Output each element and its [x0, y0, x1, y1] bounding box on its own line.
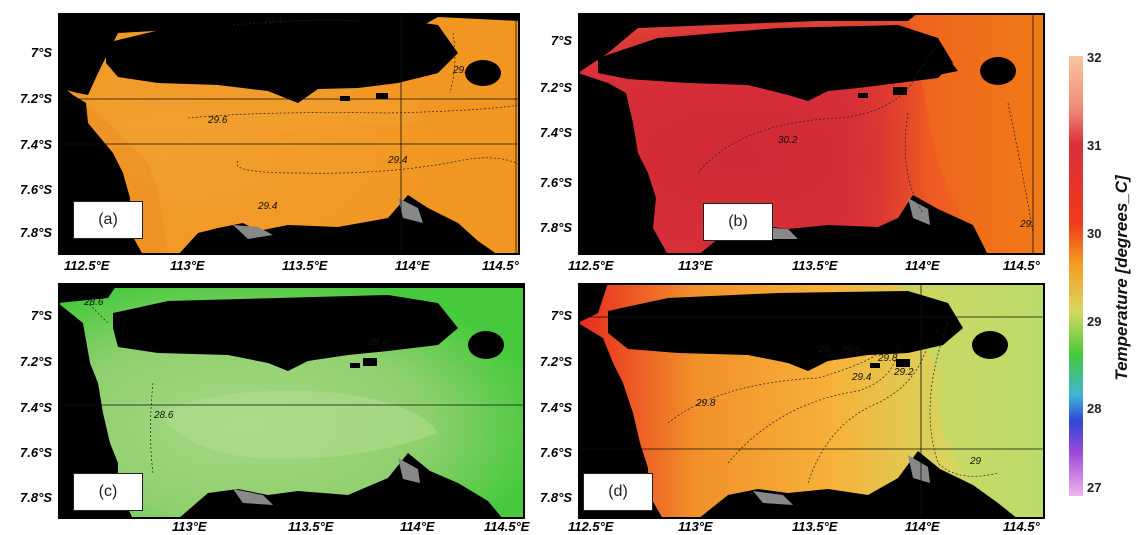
- map-panel-b: 30.2 29. (b): [578, 13, 1045, 255]
- lat-tick: 7.8°S: [20, 225, 52, 240]
- contour-label: 29.6: [452, 65, 473, 76]
- lat-tick: 7.6°S: [540, 175, 572, 190]
- lat-tick: 7.4°S: [20, 400, 52, 415]
- contour-label: 29.: [1019, 219, 1034, 230]
- panel-label-b: (b): [703, 203, 773, 241]
- contour-label: 29.: [817, 344, 832, 355]
- lon-tick: 113.5°E: [792, 258, 838, 273]
- contour-label: 29: [969, 456, 982, 467]
- contour-label: 28.6: [153, 410, 174, 421]
- lat-tick: 7.8°S: [20, 490, 52, 505]
- lon-tick: 114.5°: [1003, 519, 1040, 534]
- lon-tick: 114°E: [400, 519, 435, 534]
- map-panel-c: 28.6 28.6 28.4 (c): [58, 283, 525, 519]
- lon-tick: 113°E: [678, 258, 713, 273]
- lon-tick: 112.5°E: [568, 258, 614, 273]
- colorbar-tick: 29: [1087, 314, 1102, 329]
- lat-tick: 7.8°S: [540, 490, 572, 505]
- panel-label-a: (a): [73, 201, 143, 239]
- lat-tick: 7.6°S: [540, 445, 572, 460]
- map-panel-a: 29.4 29.6 29.6 29.4 29.4 (a): [58, 13, 520, 255]
- colorbar-title: Temperature [degrees_C]: [1112, 175, 1131, 381]
- colorbar-tick: 31: [1087, 138, 1102, 153]
- lon-tick: 114.5°E: [484, 519, 530, 534]
- lon-tick: 114°E: [905, 258, 940, 273]
- lon-tick: 113°E: [172, 519, 207, 534]
- contour-label: 30.2: [778, 135, 798, 146]
- lon-tick: 114°E: [395, 258, 430, 273]
- lat-tick: 7.2°S: [20, 354, 52, 369]
- lon-tick: 114.5°: [482, 258, 519, 273]
- temperature-map-b: 30.2 29.: [578, 13, 1045, 255]
- lat-tick: 7.4°S: [20, 137, 52, 152]
- lon-tick: 113.5°E: [792, 519, 838, 534]
- contour-label: 29.8: [695, 398, 716, 409]
- contour-label: 29.6: [207, 115, 228, 126]
- lat-tick: 7.2°S: [540, 354, 572, 369]
- lon-tick: 114.5°: [1003, 258, 1040, 273]
- lat-tick: 7°S: [30, 45, 52, 60]
- lat-tick: 7°S: [550, 308, 572, 323]
- colorbar-tick: 27: [1087, 480, 1102, 495]
- temperature-map-d: 29.8 29.6 29. 29.4 29.2 29.8 29: [578, 283, 1045, 519]
- lat-tick: 7.4°S: [540, 125, 572, 140]
- colorbar-tick: 30: [1087, 226, 1102, 241]
- contour-label: 29.4: [851, 372, 872, 383]
- lon-tick: 112.5°E: [568, 519, 614, 534]
- lat-tick: 7.4°S: [540, 400, 572, 415]
- lon-tick: 113°E: [170, 258, 205, 273]
- lat-tick: 7.2°S: [20, 91, 52, 106]
- contour-label: 29.4: [387, 155, 408, 166]
- lat-tick: 7°S: [30, 308, 52, 323]
- lon-tick: 112.5°E: [64, 258, 110, 273]
- panel-label-d: (d): [583, 473, 653, 511]
- lat-tick: 7.2°S: [540, 80, 572, 95]
- contour-label: 29.2: [893, 367, 914, 378]
- lon-tick: 113.5°E: [282, 258, 328, 273]
- lon-tick: 113°E: [678, 519, 713, 534]
- lon-tick: 113.5°E: [288, 519, 334, 534]
- contour-label: 29.6: [840, 345, 861, 356]
- lat-tick: 7.8°S: [540, 220, 572, 235]
- colorbar-tick: 28: [1087, 401, 1102, 416]
- contour-label: 29.4: [262, 16, 283, 27]
- contour-label: 29.8: [877, 353, 898, 364]
- temperature-colorbar: [1069, 56, 1083, 496]
- contour-label: 28.4: [367, 337, 388, 348]
- panel-label-c: (c): [73, 473, 143, 511]
- lat-tick: 7°S: [550, 33, 572, 48]
- lat-tick: 7.6°S: [20, 445, 52, 460]
- map-panel-d: 29.8 29.6 29. 29.4 29.2 29.8 29 (d): [578, 283, 1045, 519]
- lon-tick: 114°E: [905, 519, 940, 534]
- lat-tick: 7.6°S: [20, 182, 52, 197]
- contour-label: 29.4: [257, 201, 278, 212]
- contour-label: 28.6: [83, 297, 104, 308]
- colorbar-tick: 32: [1087, 50, 1102, 65]
